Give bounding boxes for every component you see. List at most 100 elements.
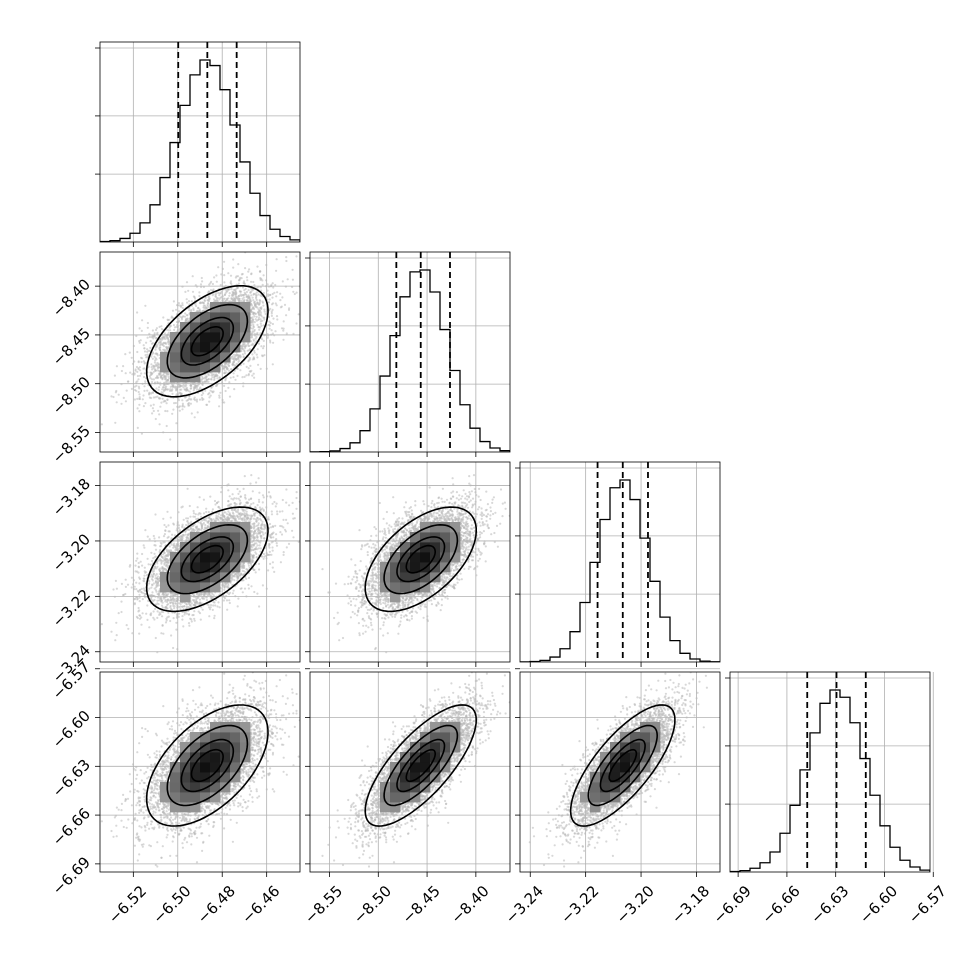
sample-point: [258, 316, 261, 319]
sample-point: [229, 368, 233, 371]
sample-point: [281, 280, 284, 283]
sample-point: [245, 299, 248, 302]
sample-point: [156, 361, 159, 365]
sample-point: [167, 382, 170, 386]
sample-point: [138, 403, 141, 406]
sample-point: [279, 245, 281, 247]
sample-point: [206, 303, 209, 307]
sample-point: [190, 412, 193, 415]
sample-point: [285, 259, 288, 263]
sample-point: [148, 396, 151, 399]
sample-point: [153, 333, 156, 336]
sample-point: [206, 302, 210, 305]
sample-point: [135, 365, 138, 369]
sample-point: [156, 395, 159, 398]
sample-point: [256, 301, 259, 304]
sample-point: [241, 353, 244, 356]
sample-point: [236, 296, 239, 300]
sample-point: [211, 390, 214, 393]
sample-point: [198, 294, 201, 298]
sample-point: [130, 356, 133, 359]
sample-point: [187, 402, 191, 405]
sample-point: [249, 291, 252, 294]
sample-point: [235, 353, 238, 356]
sample-point: [267, 301, 270, 304]
sample-point: [219, 283, 222, 287]
sample-point: [138, 410, 141, 413]
sample-point: [220, 273, 223, 276]
sample-point: [242, 362, 245, 365]
sample-point: [253, 376, 256, 379]
sample-point: [252, 372, 255, 375]
sample-point: [171, 309, 175, 312]
sample-point: [216, 382, 219, 386]
sample-point: [252, 356, 255, 359]
sample-point: [187, 300, 191, 303]
sample-point: [149, 346, 152, 349]
sample-point: [155, 364, 158, 367]
sample-point: [212, 298, 216, 301]
sample-point: [205, 306, 208, 309]
sample-point: [168, 318, 171, 321]
sample-point: [245, 293, 248, 296]
sample-point: [219, 292, 222, 295]
sample-point: [157, 341, 160, 345]
sample-point: [151, 407, 154, 410]
sample-point: [152, 370, 155, 373]
sample-point: [295, 255, 298, 258]
sample-point: [224, 365, 228, 368]
sample-point: [144, 382, 147, 385]
sample-point: [177, 310, 181, 313]
sample-point: [218, 405, 221, 408]
sample-point: [270, 333, 273, 336]
sample-point: [268, 327, 271, 330]
sample-point: [201, 398, 204, 401]
sample-point: [177, 302, 180, 305]
sample-point: [245, 276, 249, 279]
sample-point: [205, 379, 208, 382]
sample-point: [171, 412, 174, 415]
sample-point: [181, 404, 184, 407]
sample-point: [163, 332, 166, 335]
sample-point: [142, 344, 145, 347]
sample-point: [219, 296, 222, 299]
sample-point: [242, 280, 246, 283]
sample-point: [224, 379, 227, 382]
sample-point: [187, 389, 190, 392]
sample-point: [142, 394, 145, 397]
sample-point: [175, 393, 178, 396]
sample-point: [262, 274, 265, 277]
sample-point: [165, 424, 168, 428]
sample-point: [165, 342, 168, 345]
sample-point: [143, 367, 146, 370]
sample-point: [234, 378, 237, 381]
sample-point: [247, 359, 250, 362]
sample-point: [195, 400, 199, 403]
sample-point: [164, 409, 167, 413]
sample-point: [136, 311, 139, 314]
sample-point: [193, 383, 196, 386]
sample-point: [271, 322, 274, 326]
sample-point: [173, 328, 176, 331]
sample-point: [279, 299, 282, 302]
sample-point: [240, 277, 243, 280]
sample-point: [151, 412, 154, 415]
sample-point: [255, 315, 258, 318]
sample-point: [237, 282, 240, 285]
sample-point: [178, 386, 181, 389]
sample-point: [205, 403, 208, 406]
sample-point: [194, 303, 197, 306]
sample-point: [275, 315, 279, 318]
sample-point: [172, 408, 175, 411]
sample-point: [215, 292, 218, 295]
sample-point: [129, 371, 132, 374]
sample-point: [151, 329, 154, 332]
sample-point: [140, 356, 143, 359]
sample-point: [274, 283, 277, 287]
sample-point: [183, 388, 186, 391]
sample-point: [157, 409, 160, 412]
sample-point: [228, 369, 231, 372]
sample-point: [182, 382, 185, 385]
sample-point: [146, 389, 149, 392]
sample-point: [260, 324, 263, 327]
